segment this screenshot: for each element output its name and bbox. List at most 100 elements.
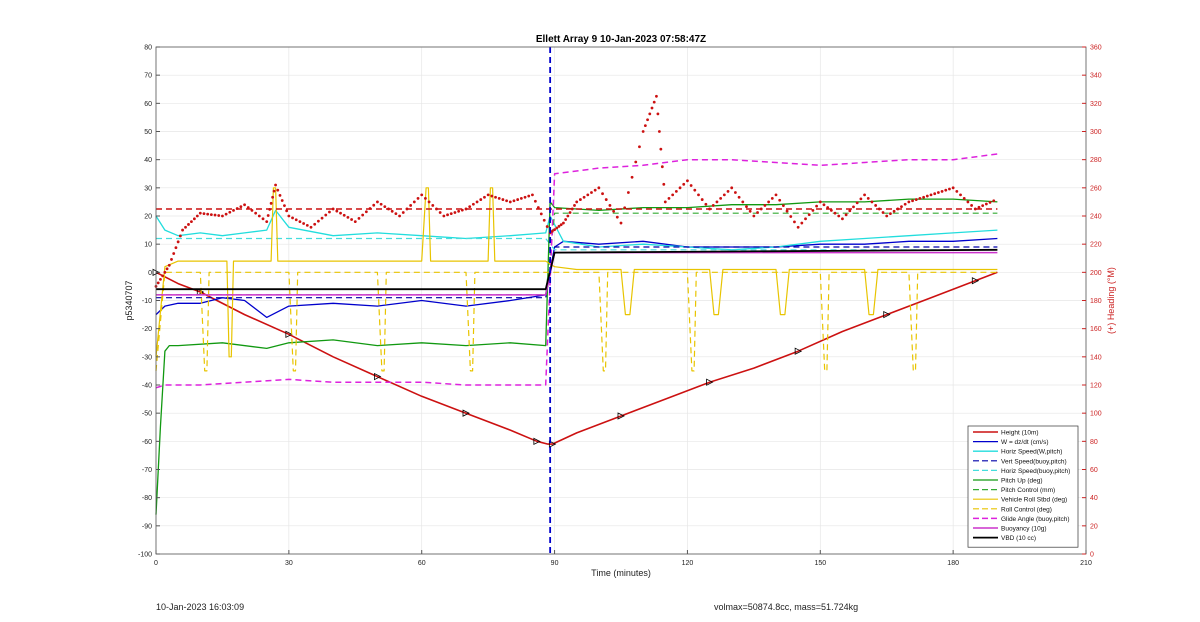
heading-point xyxy=(176,240,180,244)
x-tick-label: 90 xyxy=(551,560,559,567)
series-6-line xyxy=(156,212,998,296)
heading-point xyxy=(394,212,398,216)
heading-point xyxy=(350,218,353,221)
heading-point xyxy=(174,246,178,250)
heading-point xyxy=(730,186,734,190)
heading-point xyxy=(442,214,446,218)
height-marker xyxy=(883,310,891,319)
heading-point xyxy=(852,205,855,209)
heading-point xyxy=(789,215,793,218)
heading-point xyxy=(276,188,280,192)
x-tick-label: 180 xyxy=(947,560,959,567)
y2-tick-label: 320 xyxy=(1090,101,1102,108)
heading-point xyxy=(722,193,726,197)
heading-point xyxy=(981,204,985,208)
heading-point xyxy=(674,189,678,193)
heading-point xyxy=(903,202,907,206)
heading-point xyxy=(167,263,171,267)
heading-point xyxy=(228,210,232,214)
heading-point xyxy=(807,213,811,216)
heading-point xyxy=(232,208,235,212)
heading-point xyxy=(925,194,929,198)
heading-point xyxy=(652,100,656,104)
heading-point xyxy=(973,207,977,211)
y2-tick-label: 180 xyxy=(1090,298,1102,305)
heading-point xyxy=(163,270,167,274)
heading-point xyxy=(269,201,273,205)
heading-point xyxy=(305,223,309,227)
heading-point xyxy=(298,220,302,224)
heading-point xyxy=(294,218,298,222)
heading-point xyxy=(811,208,815,212)
heading-point xyxy=(184,225,187,229)
heading-point xyxy=(159,277,162,281)
heading-point xyxy=(553,228,556,232)
y2-tick-label: 0 xyxy=(1090,552,1094,559)
heading-point xyxy=(562,221,565,225)
heading-point xyxy=(195,214,199,218)
heading-point xyxy=(785,209,789,213)
heading-point xyxy=(608,204,612,207)
heading-point xyxy=(559,223,563,227)
y2-tick-label: 160 xyxy=(1090,326,1102,333)
heading-point xyxy=(283,204,286,208)
heading-point xyxy=(512,199,516,203)
heading-point xyxy=(881,211,885,214)
legend-label: Roll Control (deg) xyxy=(1001,506,1052,513)
height-marker xyxy=(285,330,293,338)
heading-point xyxy=(170,258,173,261)
heading-point xyxy=(752,214,756,218)
heading-point xyxy=(320,216,324,220)
x-tick-label: 210 xyxy=(1080,560,1092,567)
y-tick-label: -30 xyxy=(142,354,152,361)
grid xyxy=(155,46,1087,555)
heading-point xyxy=(959,193,962,197)
heading-point xyxy=(582,195,586,199)
heading-point xyxy=(353,220,357,224)
heading-point xyxy=(206,212,210,216)
heading-point xyxy=(711,204,715,207)
y-tick-label: 20 xyxy=(144,214,152,221)
heading-point xyxy=(818,200,822,204)
heading-point xyxy=(630,175,634,179)
heading-point xyxy=(313,222,317,226)
heading-point xyxy=(638,145,641,149)
heading-point xyxy=(416,196,420,200)
heading-point xyxy=(929,193,933,197)
y-tick-label: -90 xyxy=(142,523,152,530)
heading-point xyxy=(457,209,461,213)
heading-point xyxy=(505,199,508,203)
heading-point xyxy=(619,221,623,225)
heading-point xyxy=(390,209,394,213)
heading-point xyxy=(172,252,176,255)
heading-point xyxy=(748,209,752,213)
heading-point xyxy=(977,205,981,209)
y-tick-label: -40 xyxy=(142,383,152,390)
y-tick-label: 50 xyxy=(144,129,152,136)
heading-point xyxy=(533,199,537,203)
series-4-line xyxy=(156,237,998,251)
y-tick-label: 10 xyxy=(144,242,152,249)
heading-point xyxy=(516,198,520,201)
heading-point xyxy=(667,196,671,200)
footer-timestamp: 10-Jan-2023 16:03:09 xyxy=(156,602,245,612)
y2-tick-label: 80 xyxy=(1090,439,1098,446)
heading-point xyxy=(678,186,682,190)
heading-point xyxy=(335,209,339,213)
heading-point xyxy=(689,184,693,187)
heading-point xyxy=(756,211,759,214)
heading-point xyxy=(486,193,490,197)
heading-point xyxy=(555,226,559,230)
heading-point xyxy=(192,217,196,221)
heading-point xyxy=(837,214,841,218)
heading-point xyxy=(745,205,748,209)
heading-point xyxy=(933,192,937,196)
heading-point xyxy=(424,196,427,200)
series-3-line xyxy=(156,246,998,299)
heading-point xyxy=(324,213,328,217)
legend-label: VBD (10 cc) xyxy=(1001,535,1036,542)
legend: Height (10m) W = dz/dt (cm/s) Horiz Speed(… xyxy=(967,425,1079,548)
heading-point xyxy=(198,211,202,215)
heading-point xyxy=(342,213,346,217)
heading-point xyxy=(372,203,376,207)
